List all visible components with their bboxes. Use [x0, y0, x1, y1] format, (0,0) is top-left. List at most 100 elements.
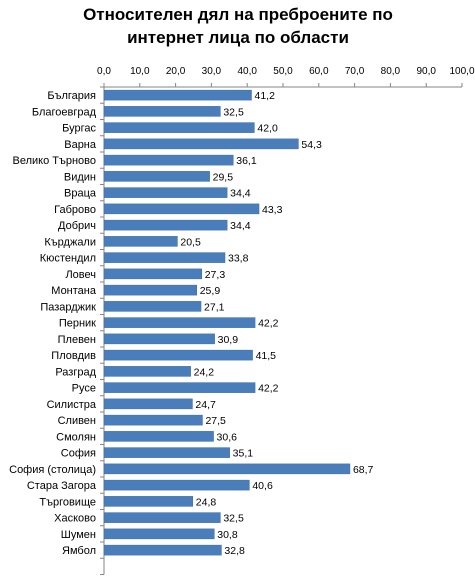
data-label: 41,2	[254, 90, 275, 102]
x-tick-label: 100,0	[449, 66, 474, 77]
data-label: 42,2	[258, 318, 279, 330]
x-tick-label: 40,0	[237, 66, 257, 77]
data-label: 32,8	[224, 545, 245, 557]
data-label: 24,2	[194, 366, 215, 378]
data-label: 40,6	[252, 480, 273, 492]
bar	[103, 317, 256, 328]
category-label: Сливен	[58, 415, 96, 427]
category-label: Перник	[59, 318, 96, 330]
category-label: София	[61, 448, 96, 460]
category-label: Ловеч	[65, 269, 96, 281]
bar	[103, 496, 194, 507]
category-label: Шумен	[61, 529, 96, 541]
x-tick-label: 60,0	[309, 66, 329, 77]
category-label: България	[47, 90, 96, 102]
x-axis: 0,0 10,0 20,0 30,0 40,0 50,0 60,0 70,0 80,0 90,0 1…	[97, 66, 475, 575]
bar	[103, 512, 221, 523]
data-label: 20,5	[180, 236, 201, 248]
data-label: 33,8	[228, 253, 249, 265]
data-label: 34,4	[230, 220, 251, 232]
category-label: Кърджали	[44, 236, 96, 248]
bar	[103, 268, 202, 280]
data-label: 30,9	[218, 334, 239, 346]
category-label: Враца	[64, 188, 97, 200]
category-label: Добрич	[58, 220, 96, 232]
bar	[103, 187, 228, 198]
x-tick-label: 90,0	[416, 66, 436, 77]
bar	[103, 382, 256, 393]
data-label: 42,0	[257, 123, 278, 135]
bar	[103, 203, 260, 215]
bar	[103, 89, 252, 101]
category-labels: България Благоевград Бургас Варна Велико Тър…	[9, 90, 97, 557]
bar	[103, 138, 299, 150]
bar	[103, 414, 203, 426]
bar	[103, 284, 197, 296]
data-label: 36,1	[236, 155, 257, 167]
bar	[103, 236, 178, 247]
data-label: 43,3	[262, 204, 283, 216]
data-label: 25,9	[200, 285, 221, 297]
bar	[103, 252, 226, 263]
bar	[103, 122, 255, 133]
category-label: Хасково	[54, 513, 96, 525]
category-label: Пловдив	[51, 350, 96, 362]
chart-title-line-2: интернет лица по области	[127, 28, 349, 47]
bar	[103, 398, 193, 410]
bar	[103, 431, 214, 442]
category-label: Велико Търново	[12, 155, 96, 167]
bar	[103, 528, 215, 540]
category-label: Видин	[64, 171, 96, 183]
x-tick-label: 50,0	[273, 66, 293, 77]
data-label: 42,2	[258, 383, 279, 395]
category-label: Ямбол	[62, 545, 96, 557]
data-label: 32,5	[223, 106, 244, 118]
data-label: 24,8	[196, 496, 217, 508]
bar	[103, 219, 228, 231]
x-tick-label: 0,0	[97, 66, 111, 77]
data-labels: 41,2 32,5 42,0 54,3 36,129,5 34,4 43,3 34,4 20,5…	[180, 90, 373, 557]
data-label: 35,1	[233, 448, 254, 460]
x-tick-label: 80,0	[381, 66, 401, 77]
category-label: Силистра	[47, 399, 97, 411]
category-label: Смолян	[56, 431, 96, 443]
data-label: 54,3	[301, 139, 322, 151]
bar	[103, 544, 222, 556]
category-label: Русе	[72, 383, 96, 395]
category-label: Благоевград	[32, 106, 97, 118]
x-tick-label: 70,0	[345, 66, 365, 77]
category-label: Разград	[55, 366, 96, 378]
bar	[103, 154, 234, 166]
data-label: 27,3	[205, 269, 226, 281]
bars	[103, 89, 351, 556]
category-label: Пазарджик	[40, 301, 96, 313]
bar	[103, 349, 253, 361]
data-label: 30,8	[217, 529, 238, 541]
category-label: Плевен	[58, 334, 96, 346]
data-label: 34,4	[230, 188, 251, 200]
bar	[103, 479, 250, 491]
category-label: София (столица)	[9, 464, 96, 476]
chart-title-line-1: Относителен дял на преброените по	[83, 5, 393, 24]
bar	[103, 333, 215, 345]
category-label: Монтана	[51, 285, 97, 297]
data-label: 41,5	[256, 350, 277, 362]
bar	[103, 447, 230, 458]
bar	[103, 301, 202, 312]
data-label: 30,6	[217, 431, 238, 443]
data-label: 32,5	[223, 513, 244, 525]
x-tick-label: 30,0	[202, 66, 222, 77]
category-label: Стара Загора	[27, 480, 97, 492]
bar	[103, 171, 210, 182]
data-label: 27,1	[204, 301, 225, 313]
category-label: Габрово	[54, 204, 96, 216]
data-label: 68,7	[353, 464, 374, 476]
category-label: Варна	[64, 139, 97, 151]
data-label: 29,5	[213, 171, 234, 183]
category-label: Кюстендил	[40, 253, 96, 265]
data-label: 27,5	[205, 415, 226, 427]
bar	[103, 463, 351, 475]
data-label: 24,7	[195, 399, 216, 411]
category-label: Търговище	[39, 496, 96, 508]
